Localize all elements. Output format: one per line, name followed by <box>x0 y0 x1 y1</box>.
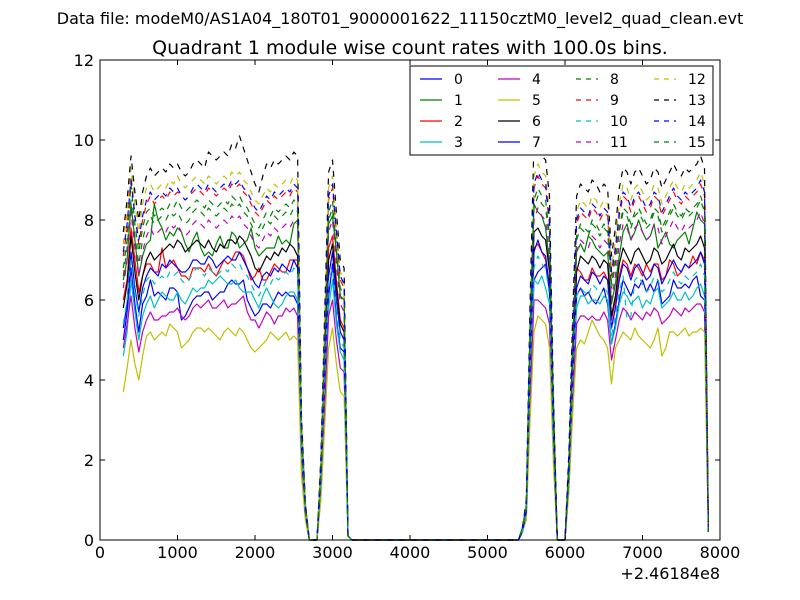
series-line-10 <box>122 255 709 541</box>
legend-label-13: 13 <box>688 93 706 109</box>
y-tick-label: 0 <box>84 531 94 550</box>
x-tick-label: 4000 <box>390 543 431 562</box>
y-tick-label: 4 <box>84 371 94 390</box>
series-line-9 <box>122 175 709 541</box>
series-line-5 <box>122 315 709 541</box>
series-line-1 <box>122 203 709 541</box>
legend-label-3: 3 <box>454 135 463 151</box>
legend-label-7: 7 <box>532 135 541 151</box>
x-tick-label: 8000 <box>700 543 741 562</box>
x-tick-label: 1000 <box>157 543 198 562</box>
x-tick-label: 7000 <box>622 543 663 562</box>
y-tick-label: 8 <box>84 211 94 230</box>
x-offset-label: +2.46184e8 <box>620 564 720 583</box>
legend-label-0: 0 <box>454 72 463 88</box>
legend-label-1: 1 <box>454 93 463 109</box>
legend-label-8: 8 <box>610 72 619 88</box>
x-tick-label: 6000 <box>545 543 586 562</box>
legend-label-11: 11 <box>610 135 628 151</box>
legend-label-6: 6 <box>532 114 541 130</box>
legend-label-10: 10 <box>610 114 628 130</box>
plot-area: 0 1000 2000 3000 4000 5000 6000 7000 80000246810… <box>74 51 741 562</box>
series-line-4 <box>122 295 709 541</box>
legend-label-2: 2 <box>454 114 463 130</box>
x-tick-label: 5000 <box>467 543 508 562</box>
x-tick-label: 2000 <box>235 543 276 562</box>
y-tick-label: 12 <box>74 51 94 70</box>
x-tick-label: 3000 <box>312 543 353 562</box>
legend-label-14: 14 <box>688 114 706 130</box>
legend-box <box>409 65 714 156</box>
y-tick-label: 10 <box>74 131 94 150</box>
legend-label-5: 5 <box>532 93 541 109</box>
legend-label-15: 15 <box>688 135 706 151</box>
chart-title: Quadrant 1 module wise count rates with … <box>152 37 668 59</box>
file-caption: Data file: modeM0/AS1A04_180T01_90000016… <box>57 9 743 29</box>
y-tick-label: 6 <box>84 291 94 310</box>
y-tick-label: 2 <box>84 451 94 470</box>
legend-label-12: 12 <box>688 72 706 88</box>
series-line-12 <box>122 163 709 541</box>
x-tick-label: 0 <box>95 543 105 562</box>
legend-label-4: 4 <box>532 72 541 88</box>
series-line-8 <box>122 183 709 541</box>
legend-label-9: 9 <box>610 93 619 109</box>
